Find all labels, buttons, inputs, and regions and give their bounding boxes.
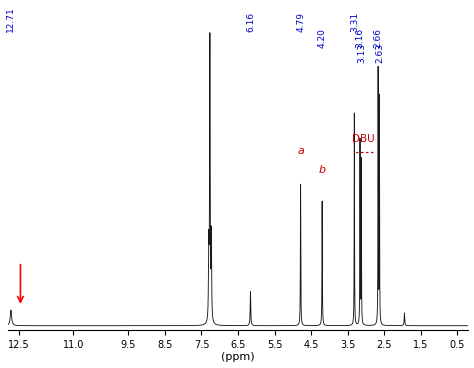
Text: 3.16: 3.16 bbox=[356, 28, 365, 48]
X-axis label: (ppm): (ppm) bbox=[221, 353, 255, 362]
Text: 6.16: 6.16 bbox=[246, 12, 255, 32]
Text: 4.79: 4.79 bbox=[296, 13, 305, 32]
Text: 2.66: 2.66 bbox=[374, 28, 383, 48]
Text: 12.71: 12.71 bbox=[7, 7, 16, 32]
Text: 2.63: 2.63 bbox=[375, 43, 384, 63]
Text: DBU: DBU bbox=[352, 134, 374, 144]
Text: a: a bbox=[297, 146, 304, 156]
Text: 3.31: 3.31 bbox=[350, 12, 359, 32]
Text: 4.20: 4.20 bbox=[318, 28, 327, 48]
Text: b: b bbox=[319, 165, 326, 175]
Text: 3.13: 3.13 bbox=[357, 43, 366, 63]
